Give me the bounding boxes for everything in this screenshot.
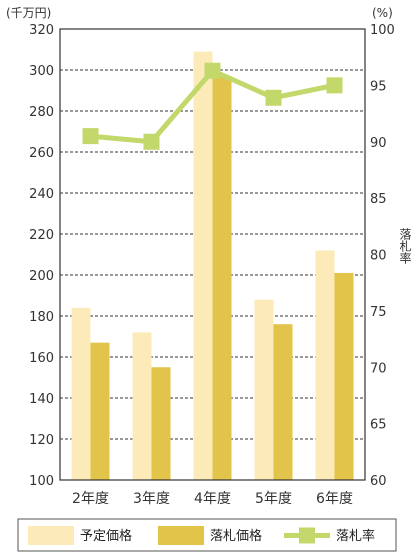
rate-point-2年度: [82, 128, 99, 145]
rate-point-4年度: [204, 62, 221, 79]
category-label: 5年度: [255, 491, 292, 507]
right-tick-label: 90: [370, 136, 387, 151]
right-tick-label: 85: [370, 192, 387, 207]
category-labels: 2年度 3年度 4年度 5年度 6年度: [72, 491, 353, 507]
right-axis-unit: (%): [372, 6, 393, 20]
right-tick-label: 70: [370, 361, 387, 376]
legend-label-予定価格: 予定価格: [80, 528, 132, 544]
left-tick-label: 140: [29, 392, 54, 407]
legend-swatch-予定価格: [28, 526, 74, 545]
right-axis-label: 落札率: [398, 228, 412, 264]
category-label: 2年度: [72, 491, 109, 507]
right-tick-label: 100: [370, 23, 395, 38]
right-tick-label: 60: [370, 474, 387, 489]
right-axis-ticks: 60 65 70 75 80 85 90 95 100: [370, 23, 395, 489]
left-tick-label: 120: [29, 433, 54, 448]
left-tick-label: 180: [29, 310, 54, 325]
rate-line: [82, 62, 343, 150]
bar-落札価格-2年度: [90, 342, 110, 480]
category-label: 3年度: [133, 491, 170, 507]
right-tick-label: 75: [370, 305, 387, 320]
left-axis-ticks: 100 120 140 160 180 200 220 240 260 280 300 320: [29, 23, 54, 489]
bar-予定価格-3年度: [132, 332, 152, 480]
rate-point-5年度: [265, 89, 282, 106]
bar-落札価格-3年度: [151, 367, 171, 480]
left-axis-unit: (千万円): [6, 6, 51, 20]
left-tick-label: 260: [29, 146, 54, 161]
bar-落札価格-5年度: [273, 324, 293, 480]
rate-point-3年度: [143, 133, 160, 150]
plot-frame: [59, 28, 366, 481]
bar-予定価格-5年度: [254, 299, 274, 480]
right-tick-label: 95: [370, 79, 387, 94]
bar-予定価格-2年度: [71, 307, 91, 480]
left-tick-label: 220: [29, 228, 54, 243]
left-tick-label: 320: [29, 23, 54, 38]
legend-label-落札価格: 落札価格: [210, 528, 262, 544]
bar-落札価格-6年度: [334, 272, 354, 480]
legend-swatch-落札価格: [158, 526, 204, 545]
bar-落札価格-4年度: [212, 76, 232, 481]
left-tick-label: 240: [29, 187, 54, 202]
legend-box: [17, 518, 397, 552]
legend-swatch-marker-落札率: [299, 527, 315, 544]
left-tick-label: 100: [29, 474, 54, 489]
bar-予定価格-6年度: [315, 250, 335, 480]
category-label: 4年度: [194, 491, 231, 507]
bar-予定価格-4年度: [193, 51, 213, 481]
left-tick-label: 200: [29, 269, 54, 284]
left-tick-label: 160: [29, 351, 54, 366]
left-tick-label: 300: [29, 64, 54, 79]
right-tick-label: 80: [370, 249, 387, 264]
left-tick-label: 280: [29, 105, 54, 120]
bars: [71, 51, 354, 481]
rate-point-6年度: [326, 77, 343, 94]
legend-label-落札率: 落札率: [336, 528, 375, 544]
legend: 予定価格 落札価格 落札率: [28, 526, 375, 545]
right-tick-label: 65: [370, 418, 387, 433]
category-label: 6年度: [316, 491, 353, 507]
